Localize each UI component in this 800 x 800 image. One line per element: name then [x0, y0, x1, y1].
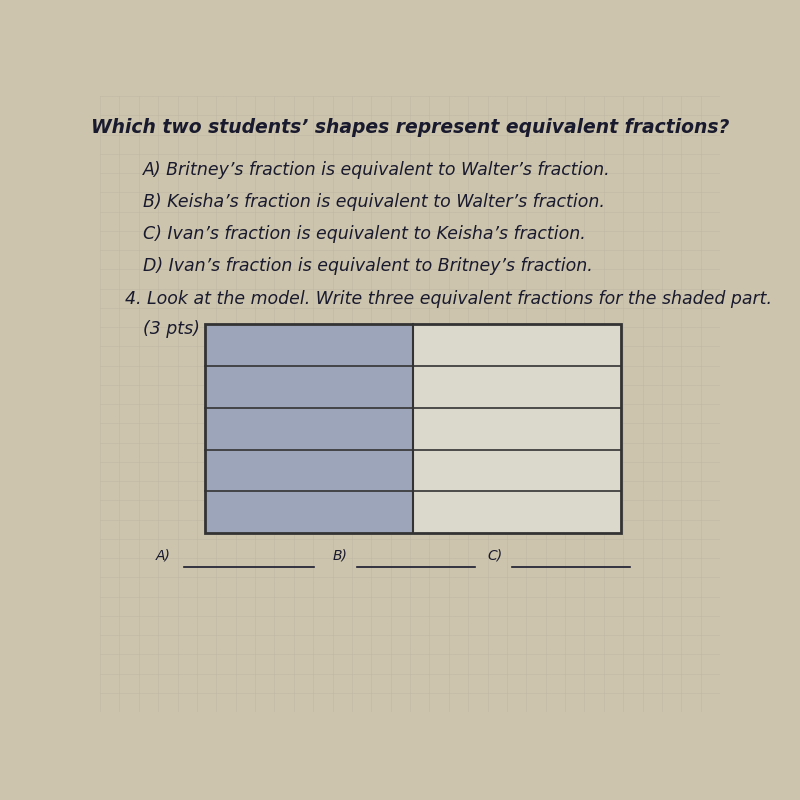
- Bar: [413, 408, 621, 450]
- Text: 4. Look at the model. Write three equivalent fractions for the shaded part.: 4. Look at the model. Write three equiva…: [125, 290, 772, 308]
- Text: A): A): [156, 548, 170, 562]
- Text: A) Britney’s fraction is equivalent to Walter’s fraction.: A) Britney’s fraction is equivalent to W…: [143, 161, 611, 178]
- Text: D) Ivan’s fraction is equivalent to Britney’s fraction.: D) Ivan’s fraction is equivalent to Brit…: [143, 257, 593, 274]
- Text: B): B): [333, 548, 347, 562]
- Bar: [206, 366, 413, 408]
- Text: C): C): [487, 548, 502, 562]
- Text: B) Keisha’s fraction is equivalent to Walter’s fraction.: B) Keisha’s fraction is equivalent to Wa…: [143, 193, 606, 210]
- Bar: [206, 450, 413, 491]
- Text: (3 pts): (3 pts): [143, 320, 200, 338]
- Bar: [413, 324, 621, 366]
- Text: Which two students’ shapes represent equivalent fractions?: Which two students’ shapes represent equ…: [91, 118, 729, 137]
- Bar: [413, 450, 621, 491]
- Bar: [413, 366, 621, 408]
- Bar: [413, 491, 621, 534]
- Bar: [206, 324, 413, 366]
- Bar: [206, 408, 413, 450]
- Bar: [206, 491, 413, 534]
- Text: C) Ivan’s fraction is equivalent to Keisha’s fraction.: C) Ivan’s fraction is equivalent to Keis…: [143, 225, 586, 242]
- Bar: [206, 324, 621, 534]
